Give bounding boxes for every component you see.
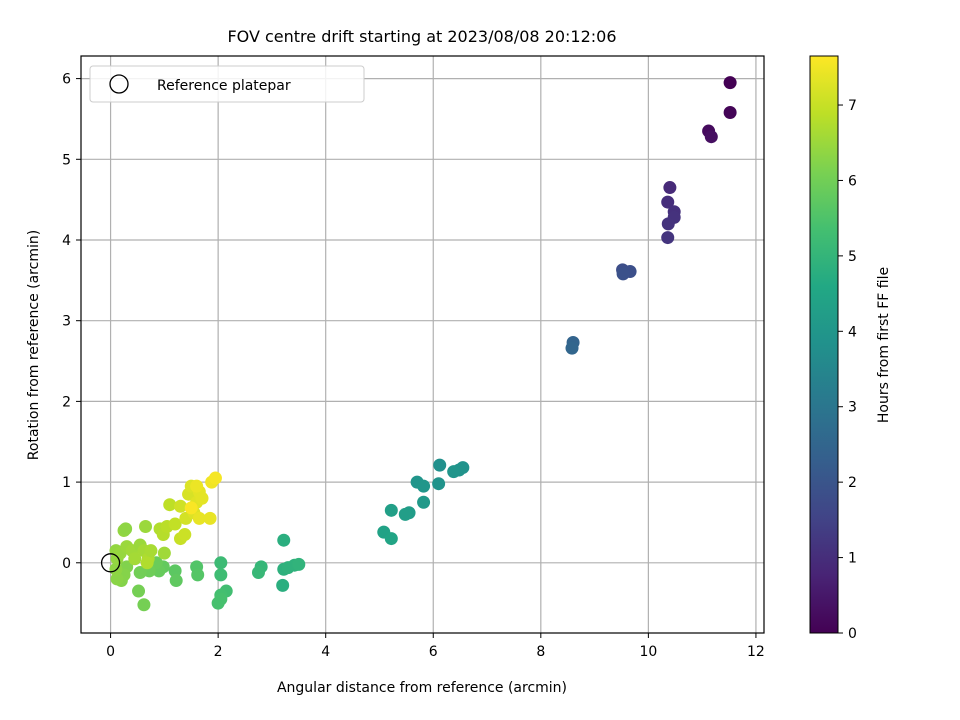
legend: Reference platepar: [89, 65, 365, 103]
data-point: [144, 544, 158, 558]
y-tick-label: 3: [62, 314, 71, 330]
data-points: [109, 76, 737, 612]
colorbar-tick-label: 4: [848, 324, 857, 340]
x-axis-label: Angular distance from reference (arcmin): [277, 680, 567, 696]
data-point: [192, 511, 206, 525]
reference-marker-layer: [100, 553, 121, 573]
data-point: [132, 584, 146, 598]
colorbar-tick-label: 7: [848, 98, 857, 114]
data-point: [140, 556, 154, 570]
colorbar-tick-label: 0: [848, 626, 857, 642]
data-point: [704, 130, 718, 144]
data-point: [251, 565, 265, 579]
data-point: [173, 499, 187, 513]
data-point: [384, 503, 398, 517]
data-point: [723, 105, 737, 119]
data-point: [190, 479, 204, 493]
data-point: [168, 564, 182, 578]
data-point: [119, 522, 133, 536]
colorbar-tick-label: 6: [848, 173, 857, 189]
data-point: [157, 546, 171, 560]
data-point: [616, 267, 630, 281]
data-point: [184, 501, 198, 515]
data-point: [723, 76, 737, 90]
data-point: [208, 471, 222, 485]
legend-label: Reference platepar: [157, 78, 291, 94]
x-tick-label: 10: [639, 644, 657, 660]
data-point: [276, 578, 290, 592]
colorbar-ticks: 0 1 2 3 4 5 6 7: [838, 98, 857, 642]
data-point: [214, 568, 228, 582]
colorbar-tick-label: 3: [848, 400, 857, 416]
data-point: [128, 552, 142, 566]
y-tick-label: 1: [62, 475, 71, 491]
x-tick-label: 8: [536, 644, 545, 660]
data-point: [191, 568, 205, 582]
reference-platepar-marker: [100, 553, 121, 573]
data-point: [565, 341, 579, 355]
data-point: [433, 458, 447, 472]
y-axis-label: Rotation from reference (arcmin): [26, 230, 42, 460]
legend-open-circle-icon: [109, 74, 129, 94]
x-axis-ticks: 0 2 4 6 8 10 12: [106, 633, 765, 660]
colorbar-tick-label: 2: [848, 475, 857, 491]
x-tick-label: 2: [214, 644, 223, 660]
colorbar-label: Hours from first FF file: [876, 267, 892, 423]
colorbar-tick-label: 5: [848, 249, 857, 265]
data-point: [417, 495, 431, 509]
y-tick-label: 0: [62, 556, 71, 572]
data-point: [137, 598, 151, 612]
data-point: [214, 592, 228, 606]
colorbar-tick-label: 1: [848, 551, 857, 567]
chart-title: FOV centre drift starting at 2023/08/08 …: [227, 27, 616, 46]
data-point: [292, 557, 306, 571]
data-point: [133, 565, 147, 579]
data-point: [661, 195, 675, 209]
data-point: [195, 491, 209, 505]
x-tick-label: 6: [429, 644, 438, 660]
data-point: [417, 479, 431, 493]
plot-frame: [80, 55, 765, 634]
data-point: [661, 231, 675, 245]
data-point: [277, 533, 291, 547]
y-tick-label: 5: [62, 152, 71, 168]
data-point: [384, 532, 398, 546]
colorbar: 0 1 2 3 4 5 6 7 Hours from first FF file: [809, 55, 892, 642]
colorbar-gradient: [809, 55, 839, 634]
data-point: [661, 217, 675, 231]
data-point: [447, 465, 461, 479]
grid: [81, 56, 764, 633]
data-point: [203, 511, 217, 525]
x-tick-label: 0: [106, 644, 115, 660]
legend-box: [89, 65, 365, 103]
data-point: [398, 507, 412, 521]
data-point: [214, 556, 228, 570]
data-point: [169, 574, 183, 588]
data-point: [163, 498, 177, 512]
data-point: [178, 528, 192, 542]
x-tick-label: 4: [321, 644, 330, 660]
data-point: [168, 517, 182, 531]
x-tick-label: 12: [747, 644, 765, 660]
data-point: [139, 519, 153, 533]
y-axis-ticks: 0 1 2 3 4 5 6: [62, 72, 81, 572]
data-point: [663, 181, 677, 195]
y-tick-label: 4: [62, 233, 71, 249]
data-point: [432, 477, 446, 491]
y-tick-label: 6: [62, 72, 71, 88]
data-point: [110, 572, 124, 586]
y-tick-label: 2: [62, 394, 71, 410]
